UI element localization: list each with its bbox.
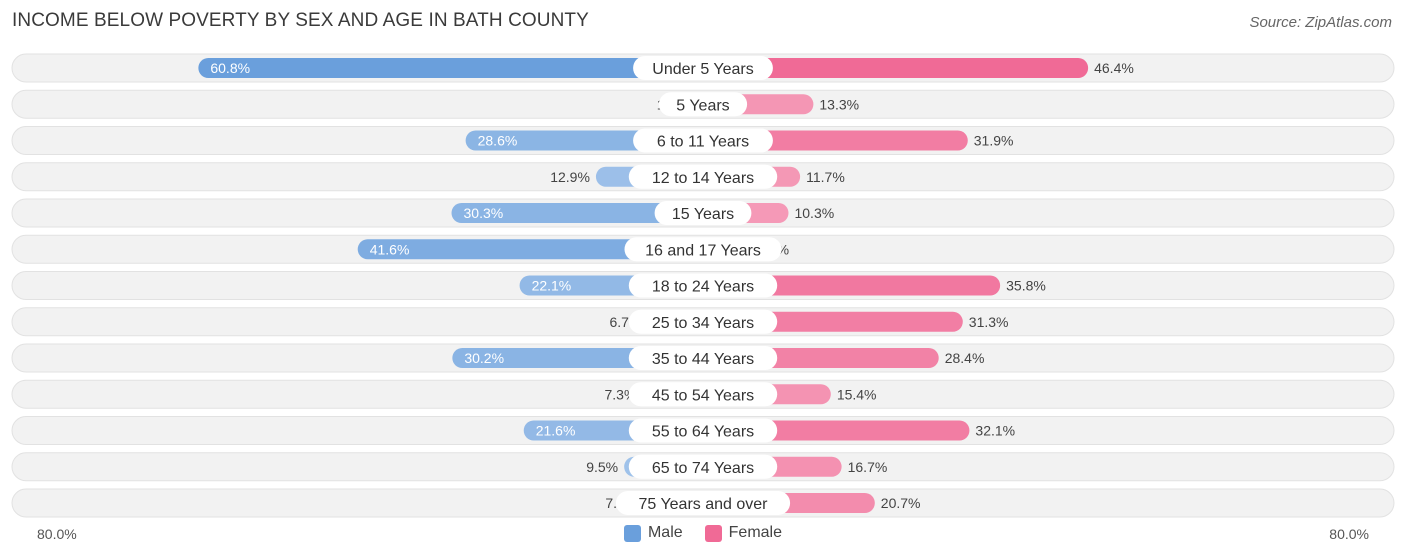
axis-right-label: 80.0% (1329, 526, 1369, 542)
category-label: 12 to 14 Years (652, 170, 754, 187)
male-value-label: 22.1% (532, 278, 572, 294)
female-value-label: 46.4% (1094, 60, 1134, 76)
category-label: 5 Years (676, 97, 729, 114)
source-note: Source: ZipAtlas.com (1249, 14, 1392, 31)
female-value-label: 31.3% (969, 314, 1009, 330)
category-label: 55 to 64 Years (652, 424, 754, 441)
legend-item-male[interactable]: Male (623, 524, 683, 542)
category-label: 75 Years and over (639, 496, 769, 513)
male-value-label: 7.3% (604, 386, 636, 402)
female-value-label: 13.3% (819, 96, 859, 112)
category-pill (633, 56, 773, 80)
male-value-label: 12.9% (550, 169, 590, 185)
legend-swatch-male (623, 524, 641, 542)
male-value-label: 30.2% (464, 350, 504, 366)
category-pill (628, 454, 778, 479)
male-value-label: 28.6% (478, 133, 518, 149)
category-pill (628, 418, 778, 443)
female-value-label: 10.3% (794, 205, 834, 221)
male-value-label: 21.6% (536, 423, 576, 439)
category-label: 15 Years (672, 206, 734, 223)
axis-left-label: 80.0% (37, 526, 77, 542)
male-bar (357, 239, 703, 260)
category-label: 35 to 44 Years (652, 351, 754, 368)
category-pill (633, 128, 773, 153)
male-value-label: 60.8% (210, 60, 250, 76)
category-pill (654, 201, 752, 225)
category-label: 25 to 34 Years (652, 315, 754, 332)
category-pill (628, 346, 778, 370)
category-pill (658, 92, 748, 117)
female-value-label: 31.9% (974, 133, 1014, 149)
legend-item-female[interactable]: Female (704, 524, 783, 542)
category-pill (628, 273, 778, 298)
male-bar (451, 203, 703, 223)
female-bar (703, 275, 1001, 296)
category-label: 16 and 17 Years (645, 242, 761, 259)
male-value-label: 9.5% (586, 459, 618, 475)
chart-title: INCOME BELOW POVERTY BY SEX AND AGE IN B… (12, 10, 589, 31)
category-pill (624, 237, 782, 262)
category-pill (615, 491, 791, 515)
female-bar (703, 58, 1089, 78)
female-value-label: 28.4% (945, 350, 985, 366)
category-pill (628, 164, 778, 189)
legend-label-female: Female (728, 524, 783, 541)
category-label: 18 to 24 Years (652, 279, 754, 296)
female-value-label: 35.8% (1006, 278, 1046, 294)
legend: Male Female (0, 524, 1406, 542)
female-value-label: 15.4% (837, 386, 877, 402)
legend-swatch-female (704, 524, 722, 542)
male-value-label: 41.6% (370, 241, 410, 257)
category-label: 65 to 74 Years (652, 460, 754, 477)
category-pill (628, 309, 778, 334)
category-label: 45 to 54 Years (652, 387, 754, 404)
category-label: Under 5 Years (652, 61, 753, 78)
male-bar (198, 58, 704, 78)
female-value-label: 11.7% (806, 169, 845, 185)
female-value-label: 32.1% (975, 423, 1015, 439)
female-value-label: 20.7% (881, 495, 921, 511)
category-label: 6 to 11 Years (657, 134, 749, 151)
category-pill (628, 382, 778, 407)
male-value-label: 30.3% (464, 205, 504, 221)
legend-label-male: Male (647, 524, 683, 541)
female-value-label: 16.7% (848, 459, 888, 475)
